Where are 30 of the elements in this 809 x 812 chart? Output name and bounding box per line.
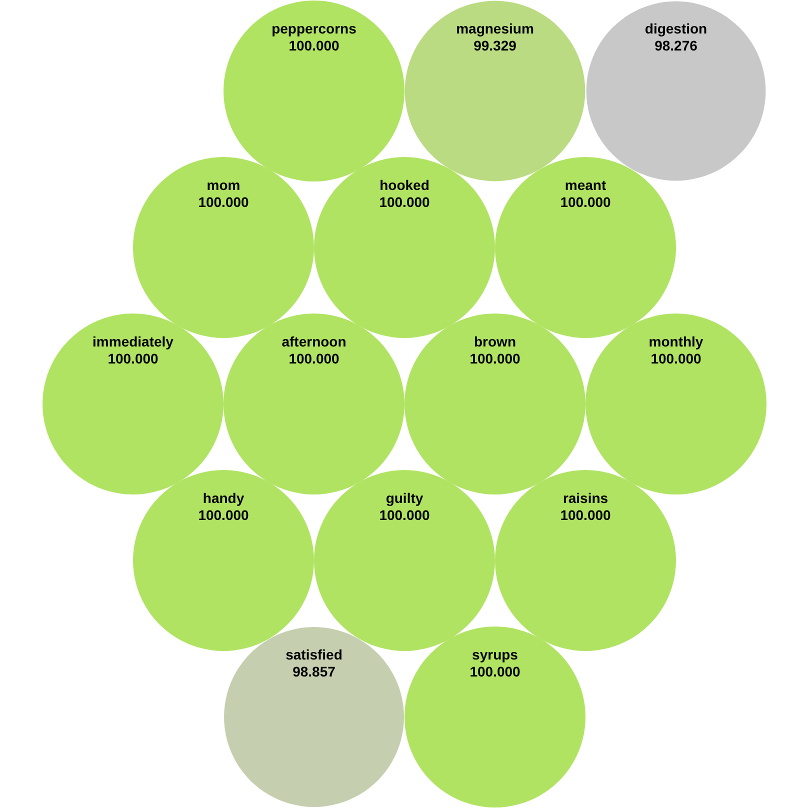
category-label: monthly: [648, 334, 704, 350]
category-label: brown: [474, 334, 516, 350]
data-label: 100.000: [560, 507, 612, 523]
category-label: hooked: [380, 177, 430, 193]
data-label: 100.000: [650, 350, 702, 366]
category-label: guilty: [386, 490, 424, 506]
data-label: 100.000: [560, 194, 612, 210]
data-label: 98.276: [654, 38, 698, 54]
data-label: 100.000: [379, 507, 430, 523]
data-label: 100.000: [379, 194, 430, 210]
data-label: 100.000: [288, 38, 340, 54]
data-label: 100.000: [108, 350, 159, 366]
category-label: raisins: [562, 490, 608, 506]
data-label: 100.000: [470, 664, 521, 680]
category-label: handy: [202, 490, 244, 506]
data-label: 100.000: [470, 350, 521, 366]
category-label: immediately: [92, 334, 174, 350]
category-label: mom: [206, 177, 240, 193]
data-label: 100.000: [198, 507, 250, 523]
category-label: meant: [564, 177, 606, 193]
data-label: 98.857: [292, 664, 336, 680]
data-label: 100.000: [288, 350, 340, 366]
category-label: satisfied: [286, 646, 342, 662]
data-label: 99.329: [474, 38, 517, 54]
category-label: peppercorns: [272, 20, 357, 36]
category-label: digestion: [644, 20, 708, 36]
category-label: syrups: [472, 646, 518, 662]
category-label: afternoon: [282, 334, 346, 350]
category-label: magnesium: [456, 20, 534, 36]
data-label: 100.000: [198, 194, 250, 210]
